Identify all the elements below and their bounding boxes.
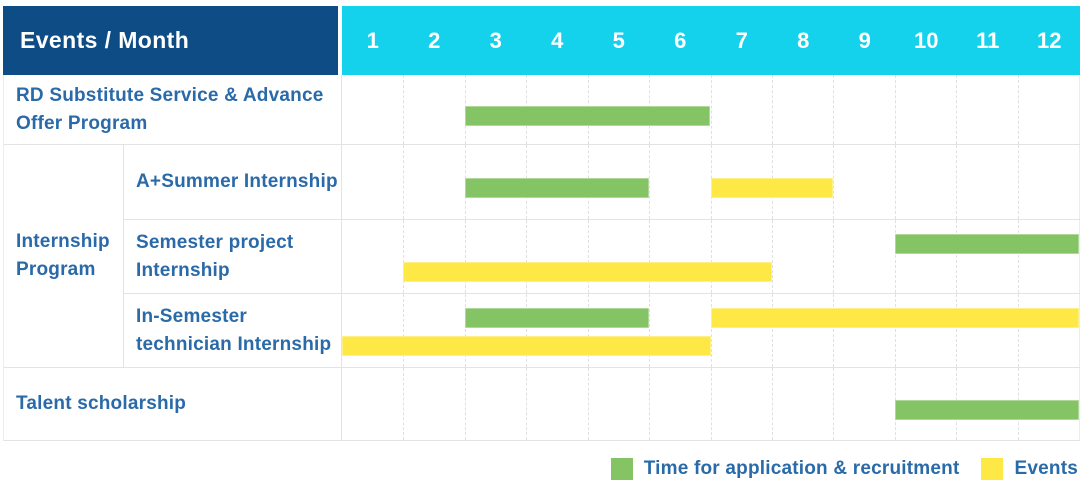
legend-item-event: Events — [981, 458, 1078, 480]
month-gridline — [771, 220, 773, 293]
legend-label: Time for application & recruitment — [643, 458, 960, 479]
month-gridline — [894, 75, 896, 144]
month-gridline — [894, 220, 896, 293]
row-chart-area — [342, 145, 1080, 219]
chart-legend: Time for application & recruitment Events — [610, 458, 1078, 480]
legend-swatch-recruitment — [610, 458, 633, 480]
month-gridline — [956, 145, 958, 219]
event-bar — [710, 178, 834, 198]
month-gridline — [403, 145, 405, 219]
month-gridline — [403, 220, 405, 293]
month-gridline — [464, 220, 466, 293]
month-gridline — [956, 75, 958, 144]
row-a-plus-summer: A+Summer Internship — [124, 145, 1080, 219]
month-header-5: 5 — [612, 27, 625, 53]
table-body: RD Substitute Service & Advance Offer Pr… — [3, 75, 1080, 441]
row-label: Semester project Internship — [124, 220, 342, 293]
month-header-4: 4 — [551, 27, 564, 53]
month-gridline — [833, 75, 835, 144]
row-in-semester-technician: In-Semester technician Internship — [124, 293, 1080, 367]
month-gridline — [587, 368, 589, 440]
table-header: Events / Month 1 2 3 4 5 6 7 8 9 10 11 12 — [3, 6, 1080, 75]
recruitment-bar — [464, 106, 711, 126]
row-label: A+Summer Internship — [124, 145, 342, 219]
row-label: RD Substitute Service & Advance Offer Pr… — [4, 75, 342, 144]
month-gridline — [649, 145, 651, 219]
month-header-9: 9 — [858, 27, 871, 53]
row-chart-area — [342, 294, 1080, 367]
event-bar — [710, 308, 1079, 328]
month-gridline — [587, 294, 589, 367]
month-gridline — [956, 294, 958, 367]
legend-item-recruitment: Time for application & recruitment — [610, 458, 960, 480]
row-semester-project: Semester project Internship — [124, 219, 1080, 293]
legend-swatch-event — [981, 458, 1004, 480]
month-header-7: 7 — [735, 27, 748, 53]
month-gridline — [710, 220, 712, 293]
month-gridline — [526, 368, 528, 440]
event-bar — [342, 336, 711, 356]
month-gridline — [649, 368, 651, 440]
event-bar — [403, 262, 772, 282]
month-header-12: 12 — [1037, 27, 1062, 53]
row-chart-area — [342, 75, 1080, 144]
month-gridline — [526, 294, 528, 367]
legend-label: Events — [1014, 458, 1078, 479]
month-header-11: 11 — [976, 27, 1000, 53]
row-label: In-Semester technician Internship — [124, 294, 342, 367]
month-gridline — [771, 294, 773, 367]
month-gridline — [649, 220, 651, 293]
month-gridline — [526, 220, 528, 293]
month-header-3: 3 — [489, 27, 502, 53]
row-label: Talent scholarship — [4, 368, 342, 440]
month-header-6: 6 — [674, 27, 687, 53]
month-gridline — [710, 75, 712, 144]
schedule-table: Events / Month 1 2 3 4 5 6 7 8 9 10 11 12 RD Substi… — [3, 6, 1080, 441]
month-gridline — [710, 368, 712, 440]
row-chart-area — [342, 368, 1080, 440]
recruitment-bar — [894, 400, 1079, 420]
month-gridline — [649, 294, 651, 367]
recruitment-bar — [464, 178, 650, 198]
month-gridline — [771, 368, 773, 440]
recruitment-bar — [894, 234, 1079, 254]
month-gridline — [833, 294, 835, 367]
row-rd-substitute: RD Substitute Service & Advance Offer Pr… — [4, 75, 1080, 145]
month-gridline — [1017, 75, 1019, 144]
group-internship-program: Internship Program A+Summer Internship S… — [4, 145, 1080, 368]
corner-header-cell: Events / Month — [3, 6, 338, 75]
month-gridline — [833, 145, 835, 219]
group-label: Internship Program — [4, 145, 124, 367]
month-gridline — [956, 220, 958, 293]
month-gridline — [403, 75, 405, 144]
corner-header-label: Events / Month — [20, 27, 190, 53]
month-header-strip: 1 2 3 4 5 6 7 8 9 10 11 12 — [342, 6, 1080, 75]
month-gridline — [771, 75, 773, 144]
month-header-1: 1 — [366, 27, 379, 53]
month-gridline — [1017, 220, 1019, 293]
month-gridline — [464, 368, 466, 440]
month-gridline — [403, 368, 405, 440]
month-gridline — [1017, 294, 1019, 367]
row-talent-scholarship: Talent scholarship — [4, 368, 1080, 441]
month-gridline — [833, 368, 835, 440]
group-subrows: A+Summer Internship Semester project Int… — [124, 145, 1080, 367]
month-gridline — [833, 220, 835, 293]
recruitment-bar — [464, 308, 650, 328]
header-gap — [338, 6, 342, 75]
month-gridline — [587, 220, 589, 293]
month-gridline — [894, 145, 896, 219]
month-gridline — [1017, 145, 1019, 219]
row-chart-area — [342, 220, 1080, 293]
month-gridline — [894, 294, 896, 367]
month-header-8: 8 — [797, 27, 810, 53]
month-header-2: 2 — [428, 27, 441, 53]
month-gridline — [710, 294, 712, 367]
month-gridline — [403, 294, 405, 367]
month-header-10: 10 — [914, 27, 939, 53]
month-gridline — [464, 294, 466, 367]
